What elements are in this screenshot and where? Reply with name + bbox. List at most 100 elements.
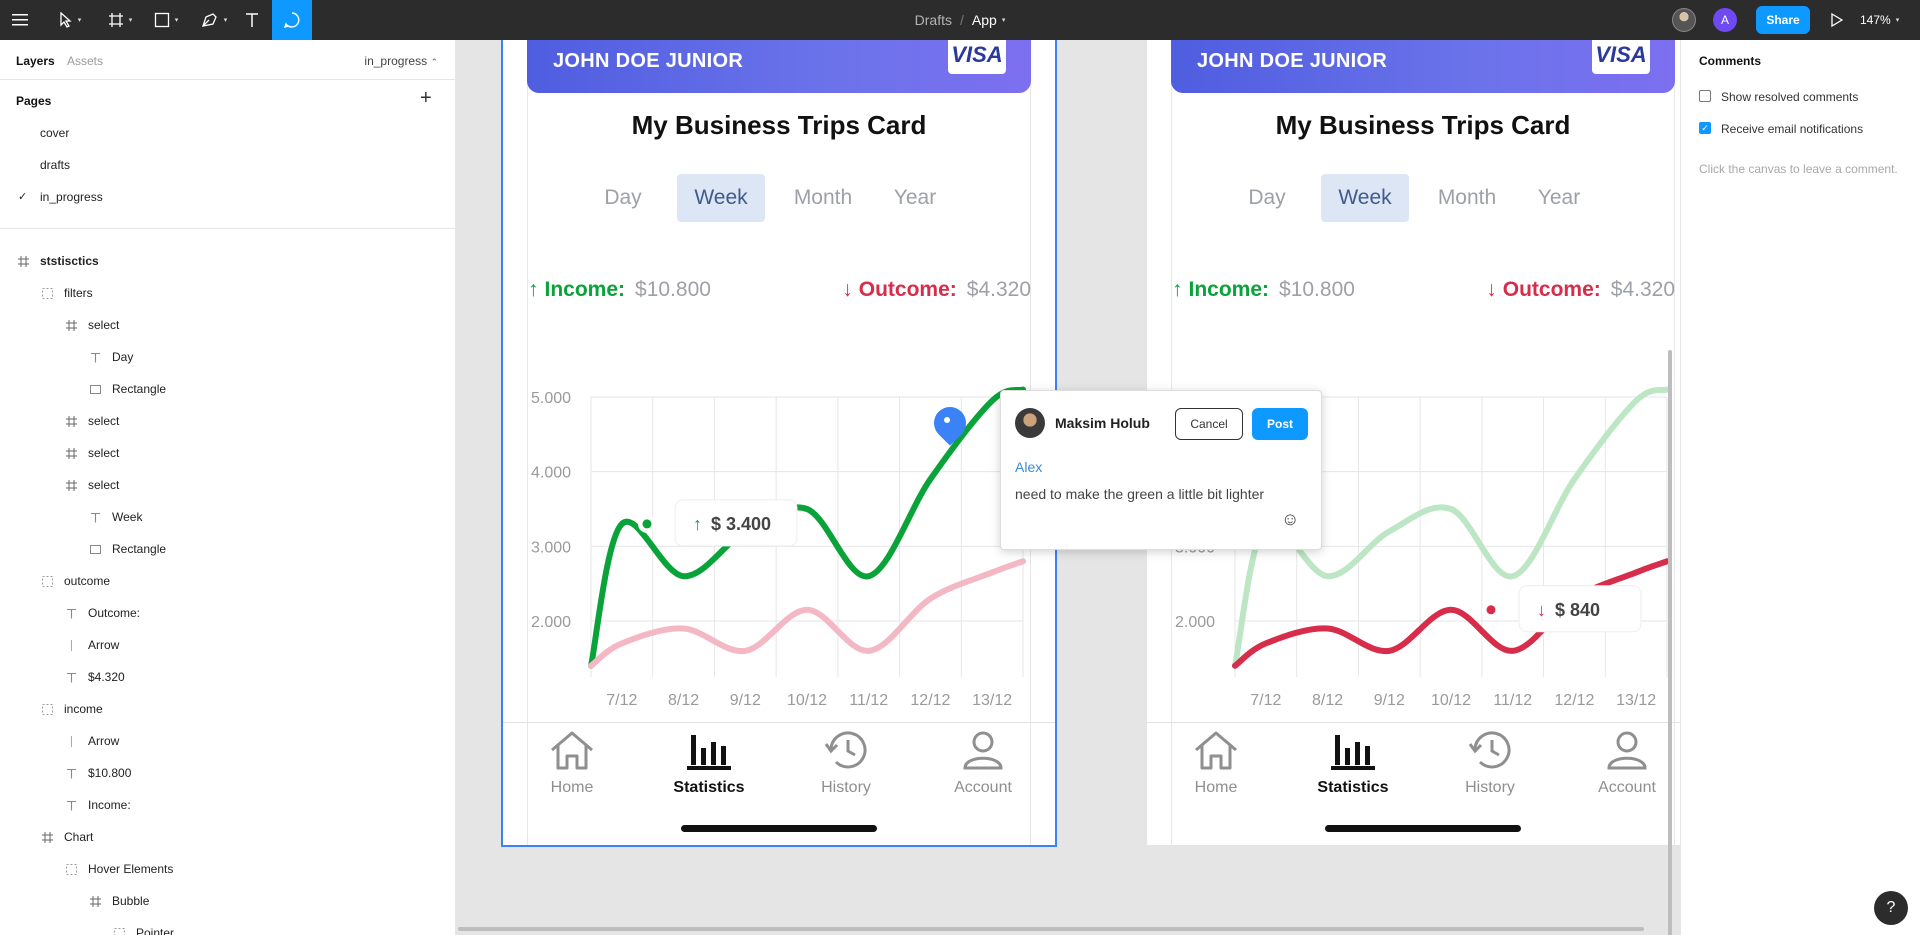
shape-tool-button[interactable]: ▾	[146, 0, 186, 40]
layer-name: income	[64, 702, 103, 716]
emoji-icon[interactable]: ☺	[1281, 509, 1300, 529]
breadcrumb-folder[interactable]: Drafts	[914, 12, 952, 28]
layer-item[interactable]: Outcome:	[66, 597, 140, 629]
layer-item[interactable]: Arrow	[66, 725, 119, 757]
account-icon	[958, 730, 1008, 775]
user-avatar[interactable]: A	[1713, 8, 1737, 32]
rectangle-icon	[154, 12, 169, 28]
nav-label: History	[821, 779, 871, 796]
layer-item[interactable]: select	[66, 405, 119, 437]
nav-home[interactable]: Home	[1161, 730, 1271, 797]
arrow-up-icon: ↑	[693, 514, 702, 534]
layer-item[interactable]: ststisctics	[18, 245, 99, 277]
layer-item[interactable]: outcome	[42, 565, 110, 597]
line-icon	[66, 639, 88, 651]
page-item-in-progress[interactable]: in_progress	[40, 190, 103, 204]
layer-name: Hover Elements	[88, 862, 174, 876]
cancel-button[interactable]: Cancel	[1175, 408, 1243, 440]
filter-week[interactable]: Week	[677, 174, 765, 222]
nav-account[interactable]: Account	[928, 730, 1038, 797]
home-indicator	[681, 825, 877, 832]
nav-home[interactable]: Home	[517, 730, 627, 797]
file-menu-chevron-icon[interactable]: ▾	[1001, 17, 1006, 24]
history-icon	[1465, 730, 1515, 775]
layer-name: Rectangle	[112, 382, 167, 396]
layer-item[interactable]: Rectangle	[90, 373, 166, 405]
layer-name: select	[88, 318, 120, 332]
layer-item[interactable]: Arrow	[66, 629, 119, 661]
nav-statistics[interactable]: Statistics	[654, 730, 764, 797]
tab-layers[interactable]: Layers	[16, 54, 55, 68]
filter-month[interactable]: Month	[793, 186, 853, 209]
visa-logo: VISA	[948, 40, 1006, 74]
layer-item[interactable]: $10.800	[66, 757, 131, 789]
layer-item[interactable]: Bubble	[90, 885, 149, 917]
zoom-dropdown[interactable]: 147% ▾	[1860, 0, 1899, 40]
move-tool-button[interactable]: ▾	[50, 0, 90, 40]
filter-year[interactable]: Year	[893, 186, 937, 209]
comments-hint: Click the canvas to leave a comment.	[1699, 162, 1898, 176]
layer-item[interactable]: Chart	[42, 821, 93, 853]
filter-month[interactable]: Month	[1437, 186, 1497, 209]
present-button[interactable]	[1822, 0, 1852, 40]
layer-item[interactable]: select	[66, 309, 119, 341]
filter-week[interactable]: Week	[1321, 174, 1409, 222]
comment-tool-button[interactable]	[272, 0, 312, 40]
show-resolved-checkbox[interactable]	[1699, 90, 1711, 102]
collaborator-avatar[interactable]	[1672, 8, 1696, 32]
layer-item[interactable]: Week	[90, 501, 142, 533]
frame-icon	[66, 319, 88, 331]
layer-name: select	[88, 414, 120, 428]
layer-item[interactable]: income	[42, 693, 103, 725]
main-menu-icon[interactable]	[8, 0, 32, 40]
nav-account[interactable]: Account	[1572, 730, 1680, 797]
layer-item[interactable]: Day	[90, 341, 133, 373]
bottom-nav-divider	[1147, 722, 1680, 723]
hover-pointer-dot	[642, 519, 652, 529]
page-item-drafts[interactable]: drafts	[40, 158, 71, 172]
layer-item[interactable]: Income:	[66, 789, 131, 821]
email-notifications-checkbox[interactable]: ✓	[1699, 122, 1711, 134]
text-layer-icon	[66, 608, 88, 619]
statistics-frame[interactable]: JOHN DOE JUNIOR VISA My Business Trips C…	[501, 40, 1057, 847]
home-icon	[1191, 730, 1241, 775]
y-tick-label: 5.000	[531, 390, 571, 407]
filter-day[interactable]: Day	[604, 186, 642, 209]
nav-statistics[interactable]: Statistics	[1298, 730, 1408, 797]
comment-input[interactable]: need to make the green a little bit ligh…	[1015, 486, 1265, 502]
frame-tool-button[interactable]: ▾	[100, 0, 140, 40]
page-selector[interactable]: in_progress ⌃	[364, 54, 438, 68]
layer-name: select	[88, 446, 120, 460]
income-value: $10.800	[1279, 278, 1355, 301]
page-item-cover[interactable]: cover	[40, 126, 70, 140]
email-notifications-label[interactable]: Receive email notifications	[1721, 122, 1864, 136]
guide-line	[527, 40, 528, 845]
show-resolved-label[interactable]: Show resolved comments	[1721, 90, 1859, 104]
filter-year[interactable]: Year	[1537, 186, 1581, 209]
stats-icon	[1328, 730, 1378, 775]
post-button[interactable]: Post	[1252, 408, 1308, 440]
canvas[interactable]: JOHN DOE JUNIOR VISA My Business Trips C…	[456, 40, 1680, 935]
layer-item[interactable]: Pointer	[114, 917, 174, 935]
help-button[interactable]: ?	[1874, 891, 1908, 925]
comment-mention[interactable]: Alex	[1015, 459, 1043, 475]
tab-assets[interactable]: Assets	[67, 54, 104, 68]
vertical-scrollbar[interactable]	[1668, 350, 1672, 935]
share-button[interactable]: Share	[1756, 6, 1810, 34]
filter-day[interactable]: Day	[1248, 186, 1286, 209]
layer-item[interactable]: Hover Elements	[66, 853, 173, 885]
layer-item[interactable]: $4.320	[66, 661, 125, 693]
x-tick-label: 9/12	[730, 692, 761, 709]
add-page-button[interactable]: +	[420, 87, 432, 109]
pen-tool-button[interactable]: ▾	[194, 0, 234, 40]
layer-item[interactable]: select	[66, 437, 119, 469]
file-name[interactable]: App	[971, 12, 997, 28]
layer-item[interactable]: Rectangle	[90, 533, 166, 565]
layer-item[interactable]: filters	[42, 277, 93, 309]
horizontal-scrollbar[interactable]	[458, 927, 1644, 931]
nav-history[interactable]: History	[1435, 730, 1545, 797]
comment-popup: Maksim Holub Cancel Post Alex need to ma…	[1000, 390, 1322, 550]
layer-item[interactable]: select	[66, 469, 119, 501]
text-tool-button[interactable]	[240, 0, 264, 40]
nav-history[interactable]: History	[791, 730, 901, 797]
